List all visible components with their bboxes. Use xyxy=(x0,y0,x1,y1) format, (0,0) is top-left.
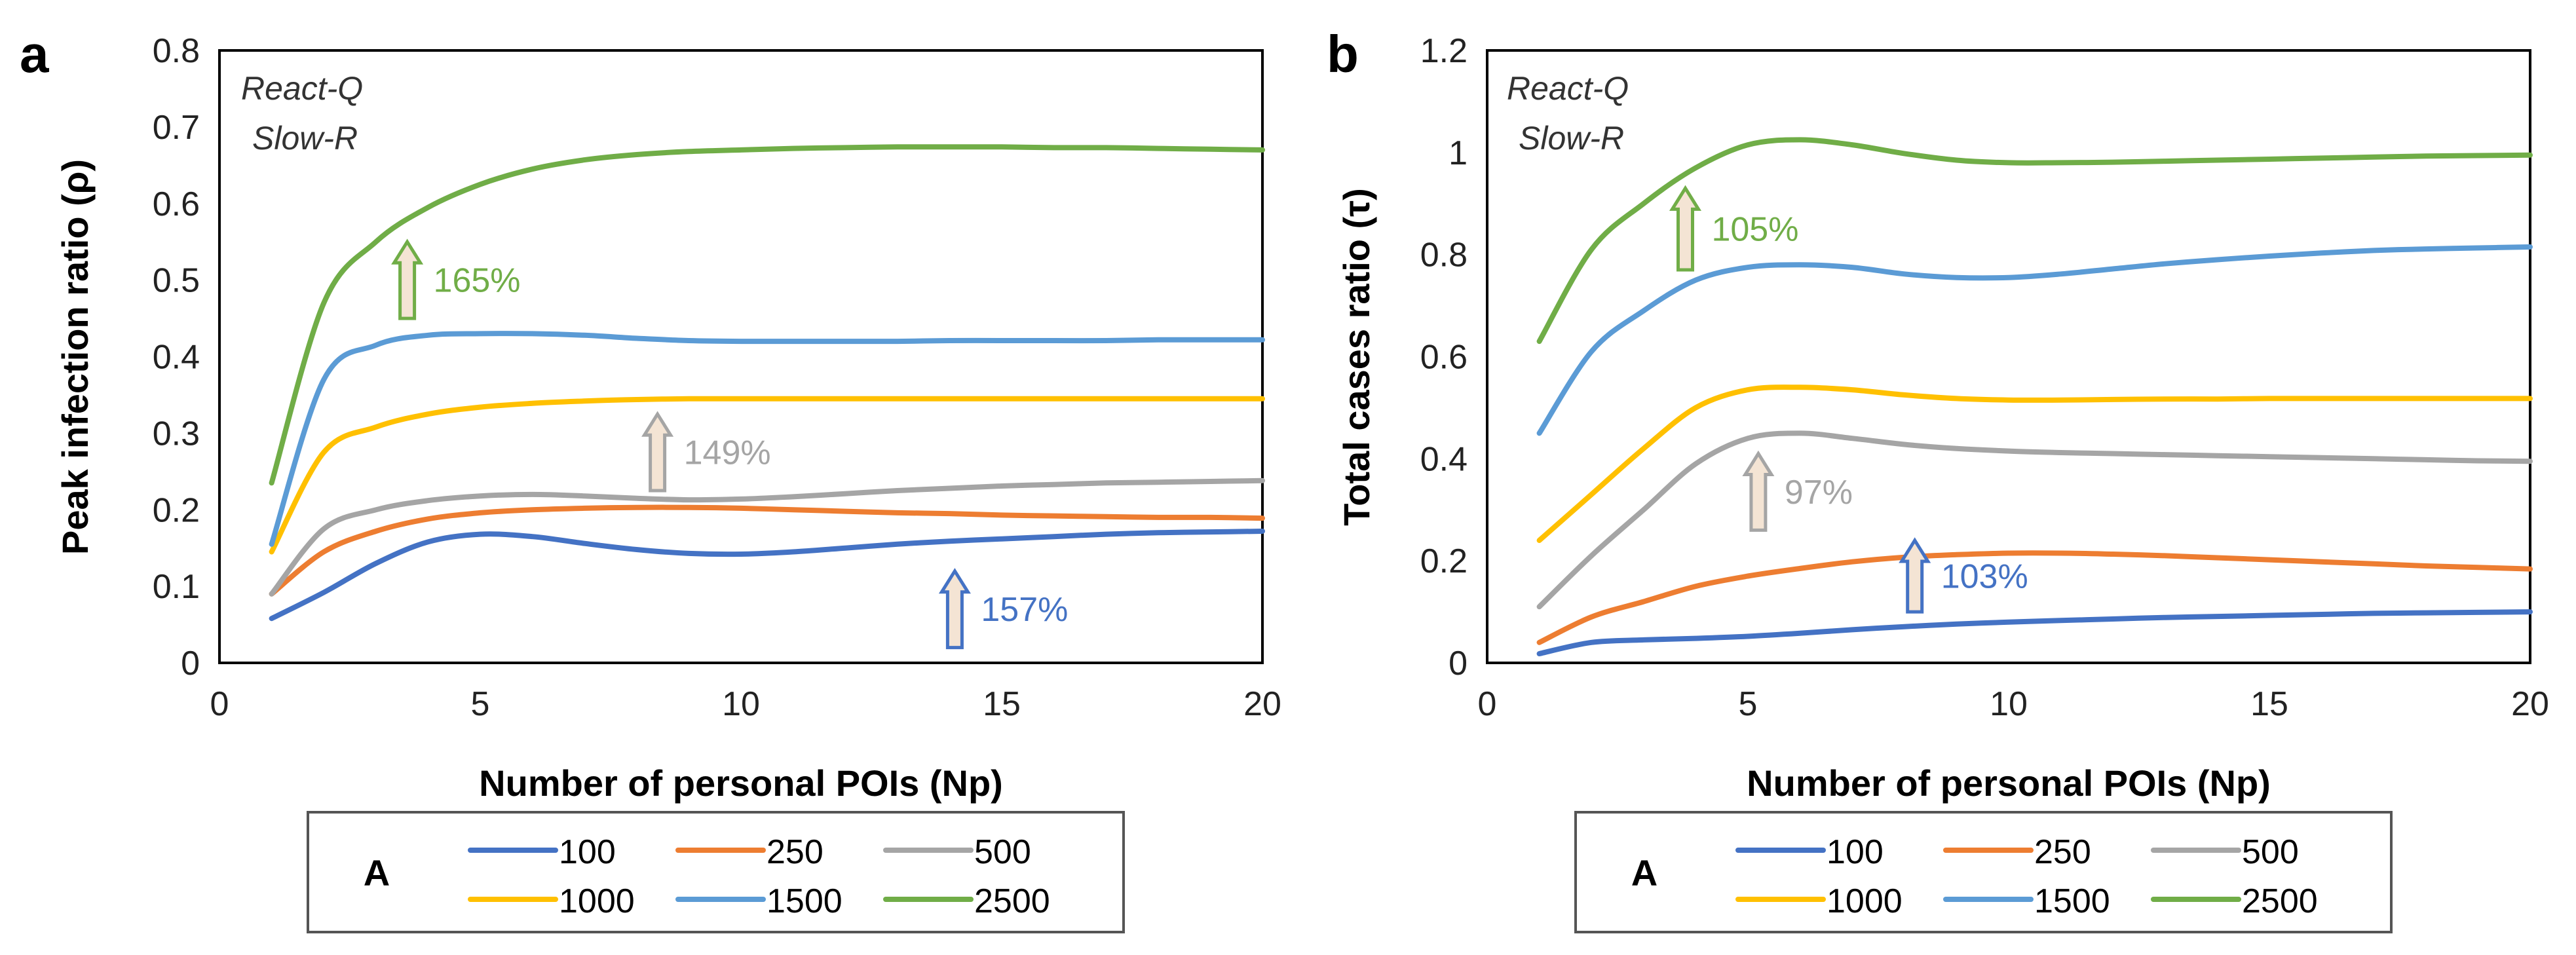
y-tick-label: 0.8 xyxy=(1420,236,1468,274)
series-line-1000 xyxy=(1536,384,2533,543)
y-tick-label: 0.4 xyxy=(153,339,200,377)
x-tick-label: 0 xyxy=(210,685,229,723)
legend-title: A xyxy=(1631,852,1657,893)
series-line-250 xyxy=(269,504,1265,597)
arrow-annotations-b: 105% 97% 103% xyxy=(1669,185,2028,614)
series-line-100 xyxy=(1536,609,2533,656)
panel-b-label: b xyxy=(1327,25,1359,83)
y-axis-title-a: Peak infection ratio (ρ) xyxy=(54,159,96,555)
annotation-react-q-b: React-Q xyxy=(1507,70,1629,107)
y-tick-labels-a: 0 0.1 0.2 0.3 0.4 0.5 0.6 0.7 0.8 xyxy=(153,32,200,683)
legend-label-250: 250 xyxy=(767,833,824,871)
panel-b: b 0 0.2 0.4 0.6 0.8 1 1.2 0 5 10 15 20 105% 97% 103%… xyxy=(1327,25,2549,933)
y-tick-label: 1.2 xyxy=(1420,32,1468,70)
arrow-label-100: 103% xyxy=(1941,558,2028,596)
y-tick-label: 0.5 xyxy=(153,262,200,300)
series-line-1500 xyxy=(269,331,1265,547)
up-arrow-icon xyxy=(938,568,971,650)
y-tick-label: 0.4 xyxy=(1420,440,1468,478)
up-arrow-icon xyxy=(391,238,424,320)
series-line-500 xyxy=(1536,430,2533,610)
x-tick-label: 15 xyxy=(983,685,1021,723)
panel-a: a 0 0.1 0.2 0.3 0.4 0.5 0.6 0.7 0.8 0 5 10 15 20 165… xyxy=(20,25,1281,933)
x-axis-title-a: Number of personal POIs (Np) xyxy=(479,762,1003,804)
series-line-1500 xyxy=(1536,244,2533,436)
x-tick-label: 10 xyxy=(722,685,760,723)
y-tick-label: 0.1 xyxy=(153,568,200,606)
x-tick-label: 0 xyxy=(1478,685,1497,723)
y-tick-label: 0.6 xyxy=(1420,339,1468,377)
legend-box xyxy=(1574,811,2393,933)
series-line-2500 xyxy=(1536,137,2533,345)
legend-label-250: 250 xyxy=(2034,833,2091,871)
series-line-250 xyxy=(1536,550,2533,645)
x-tick-label: 15 xyxy=(2250,685,2288,723)
annotation-slow-r-a: Slow-R xyxy=(252,120,358,157)
series-line-1000 xyxy=(269,396,1265,555)
series-line-100 xyxy=(269,529,1265,622)
legend-label-2500: 2500 xyxy=(2242,882,2318,920)
y-axis-title-b: Total cases ratio (τ) xyxy=(1336,188,1377,526)
arrow-label-500: 149% xyxy=(684,434,771,472)
legend-label-1000: 1000 xyxy=(1827,882,1903,920)
y-tick-label: 0.3 xyxy=(153,415,200,453)
y-tick-label: 0 xyxy=(1449,645,1468,683)
legend-label-1000: 1000 xyxy=(559,882,635,920)
y-tick-label: 0.8 xyxy=(153,32,200,70)
annotation-slow-r-b: Slow-R xyxy=(1519,120,1624,157)
y-tick-label: 0.7 xyxy=(153,109,200,147)
series-line-500 xyxy=(269,478,1265,597)
series-line-2500 xyxy=(269,144,1265,486)
x-tick-labels-b: 0 5 10 15 20 xyxy=(1478,685,2549,723)
y-tick-label: 0.2 xyxy=(153,491,200,529)
x-tick-label: 5 xyxy=(471,685,490,723)
up-arrow-icon xyxy=(1669,185,1702,272)
legend-title: A xyxy=(364,852,390,893)
legend-label-1500: 1500 xyxy=(767,882,843,920)
y-tick-label: 0.2 xyxy=(1420,542,1468,580)
plot-area-a xyxy=(218,49,1264,664)
legend-label-500: 500 xyxy=(2242,833,2299,871)
up-arrow-icon xyxy=(1742,450,1775,532)
arrow-label-2500: 105% xyxy=(1711,211,1798,249)
legend-box xyxy=(307,811,1125,933)
arrow-label-100: 157% xyxy=(981,591,1068,629)
legend-label-100: 100 xyxy=(1827,833,1884,871)
up-arrow-icon xyxy=(641,411,674,493)
legend-label-100: 100 xyxy=(559,833,616,871)
panel-a-label: a xyxy=(20,25,49,83)
x-tick-labels-a: 0 5 10 15 20 xyxy=(210,685,1281,723)
arrow-label-500: 97% xyxy=(1785,474,1853,512)
y-tick-label: 0 xyxy=(181,645,200,683)
series-group-a xyxy=(269,144,1265,622)
legend-label-500: 500 xyxy=(974,833,1031,871)
legend-label-2500: 2500 xyxy=(974,882,1050,920)
x-tick-label: 10 xyxy=(1990,685,2028,723)
arrow-label-2500: 165% xyxy=(434,262,521,300)
series-group-b xyxy=(1536,137,2533,656)
legend-a: A 100 250 500 1000 1500 2500 xyxy=(307,811,1125,933)
y-tick-label: 0.6 xyxy=(153,185,200,223)
annotation-react-q-a: React-Q xyxy=(241,70,363,107)
x-tick-label: 20 xyxy=(2511,685,2549,723)
y-tick-label: 1 xyxy=(1449,134,1468,172)
x-tick-label: 20 xyxy=(1243,685,1281,723)
up-arrow-icon xyxy=(1899,537,1931,614)
arrow-annotations-a: 165% 149% 157% xyxy=(391,238,1068,650)
legend-b: A 100 250 500 1000 1500 2500 xyxy=(1574,811,2393,933)
x-axis-title-b: Number of personal POIs (Np) xyxy=(1747,762,2271,804)
y-tick-labels-b: 0 0.2 0.4 0.6 0.8 1 1.2 xyxy=(1420,32,1468,683)
x-tick-label: 5 xyxy=(1739,685,1758,723)
legend-label-1500: 1500 xyxy=(2034,882,2110,920)
